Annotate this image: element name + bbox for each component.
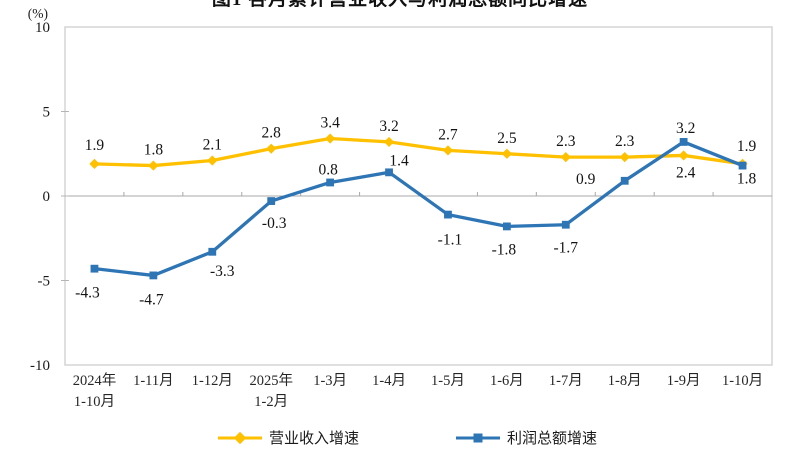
revenue-data-label-0: 1.9 xyxy=(85,137,105,154)
y-tick-label: -5 xyxy=(38,274,51,290)
revenue-data-label-2: 2.1 xyxy=(203,137,222,154)
x-tick-label: 1-7月 xyxy=(549,373,583,389)
revenue-marker-6 xyxy=(442,145,454,156)
x-tick-label: 1-11月 xyxy=(133,373,174,389)
profit-marker-10 xyxy=(679,138,688,146)
profit-data-label-4: 0.8 xyxy=(318,161,338,178)
revenue-data-label-5: 3.2 xyxy=(379,118,398,135)
x-tick-label: 1-6月 xyxy=(490,373,524,389)
x-tick-label: 1-5月 xyxy=(431,373,465,389)
revenue-data-label-4: 3.4 xyxy=(320,115,340,132)
y-axis-unit-label: (%) xyxy=(28,6,48,21)
profit-marker-11 xyxy=(738,161,747,170)
revenue-line xyxy=(92,136,745,168)
profit-data-label-9: 0.9 xyxy=(576,171,596,188)
profit-data-label-0: -4.3 xyxy=(75,285,100,302)
profit-data-label-1: -4.7 xyxy=(139,291,164,308)
x-tick-label: 1-9月 xyxy=(667,373,701,389)
revenue-marker-10 xyxy=(678,150,689,161)
revenue-data-label-1: 1.8 xyxy=(144,142,164,159)
profit-legend-marker-icon xyxy=(456,433,500,442)
revenue-marker-9 xyxy=(619,152,630,163)
x-tick-label: 1-3月 xyxy=(313,373,347,389)
chart-title-text: 图1 各月累计营业收入与利润总额同比增速 xyxy=(0,0,800,7)
y-tick-label: 0 xyxy=(43,189,51,205)
revenue-marker-8 xyxy=(560,152,571,163)
profit-line xyxy=(92,140,745,278)
profit-marker-2 xyxy=(208,247,217,256)
legend-label-profit: 利润总额增速 xyxy=(507,431,598,447)
x-tick-label: 1-4月 xyxy=(372,373,406,389)
x-tick-label: 1-8月 xyxy=(608,373,642,389)
revenue-data-label-7: 2.5 xyxy=(497,130,517,147)
revenue-marker-4 xyxy=(325,133,336,144)
profit-marker-9 xyxy=(620,176,629,185)
profit-data-label-7: -1.8 xyxy=(492,241,517,258)
profit-marker-6 xyxy=(444,210,452,219)
profit-data-label-8: -1.7 xyxy=(554,240,579,257)
revenue-data-label-11: 1.9 xyxy=(737,138,757,155)
profit-marker-8 xyxy=(561,220,570,229)
revenue-data-label-6: 2.7 xyxy=(438,126,458,143)
revenue-data-label-9: 2.3 xyxy=(615,133,635,150)
revenue-data-label-10: 2.4 xyxy=(676,164,696,181)
legend-item-revenue: 营业收入增速 xyxy=(217,427,359,448)
profit-data-label-5: 1.4 xyxy=(389,152,409,169)
y-tick-label: 5 xyxy=(43,105,51,121)
revenue-data-label-8: 2.3 xyxy=(556,133,576,150)
line-chart: 10 5 0 -5 -10 (%) 2024年 1-10月 1-11月 1-12月 2025年 1-2… xyxy=(28,6,773,410)
x-tick-label: 2024年 1-10月 xyxy=(73,372,117,410)
x-tick-label: 1-10月 xyxy=(722,373,763,389)
profit-marker-1 xyxy=(149,271,158,280)
profit-data-label-6: -1.1 xyxy=(438,232,463,249)
chart-legend: 营业收入增速 利润总额增速 xyxy=(0,427,800,448)
profit-marker-3 xyxy=(267,197,276,205)
profit-data-label-10: 3.2 xyxy=(676,120,695,137)
revenue-marker-5 xyxy=(383,136,395,148)
x-tick-label: 2025年 1-2月 xyxy=(249,372,293,410)
revenue-marker-2 xyxy=(207,155,218,166)
x-tick-label: 1-12月 xyxy=(192,373,233,389)
revenue-marker-1 xyxy=(148,160,159,171)
revenue-legend-marker-icon xyxy=(217,431,262,444)
revenue-marker-7 xyxy=(501,148,512,159)
profit-marker-7 xyxy=(502,222,511,231)
chart-title-clipped: 图1 各月累计营业收入与利润总额同比增速 xyxy=(0,0,800,7)
revenue-marker-3 xyxy=(266,143,277,154)
y-tick-label: 10 xyxy=(35,20,50,36)
profit-marker-4 xyxy=(326,178,335,187)
profit-data-label-3: -0.3 xyxy=(262,215,287,232)
revenue-data-label-3: 2.8 xyxy=(262,125,282,142)
revenue-marker-0 xyxy=(89,158,100,169)
profit-data-label-2: -3.3 xyxy=(210,263,235,280)
profit-data-label-11: 1.8 xyxy=(737,171,757,188)
legend-label-revenue: 营业收入增速 xyxy=(268,431,359,447)
y-tick-label: -10 xyxy=(30,358,50,374)
profit-marker-5 xyxy=(385,168,393,177)
legend-item-profit: 利润总额增速 xyxy=(455,427,597,448)
profit-marker-0 xyxy=(90,264,99,273)
